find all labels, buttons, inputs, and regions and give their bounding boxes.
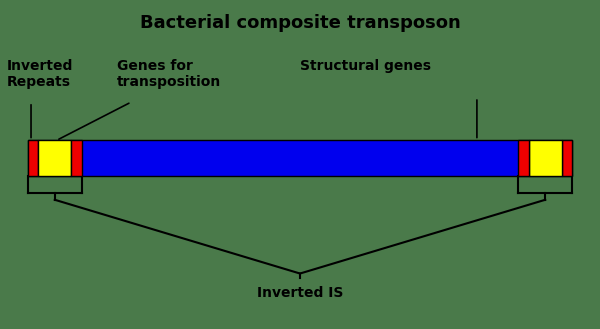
Text: Inverted IS: Inverted IS xyxy=(257,286,343,300)
Text: Genes for
transposition: Genes for transposition xyxy=(116,59,221,89)
Text: Structural genes: Structural genes xyxy=(300,59,431,73)
Bar xyxy=(38,140,71,176)
Text: Bacterial composite transposon: Bacterial composite transposon xyxy=(140,14,460,32)
Bar xyxy=(28,140,572,176)
Bar xyxy=(71,140,82,176)
Text: Inverted
Repeats: Inverted Repeats xyxy=(7,59,74,89)
Bar xyxy=(529,140,562,176)
Bar xyxy=(28,140,38,176)
Bar xyxy=(562,140,572,176)
Bar xyxy=(518,140,529,176)
